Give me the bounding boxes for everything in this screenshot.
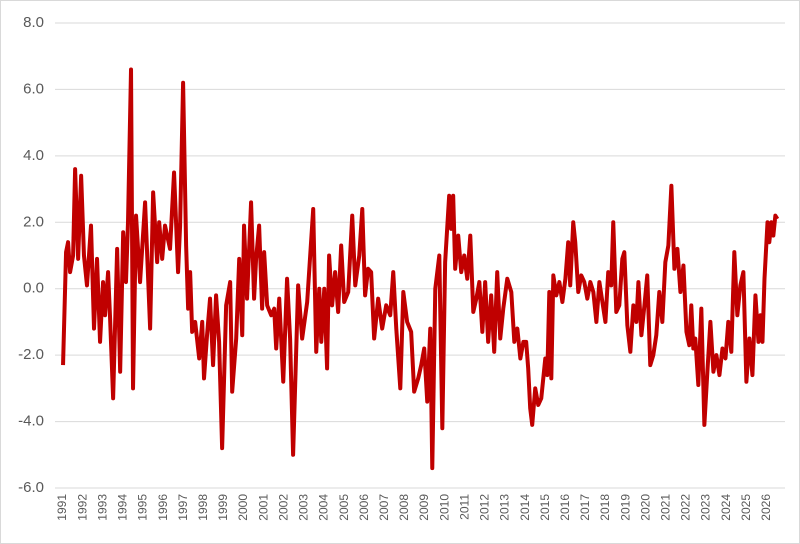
x-tick-label: 2017	[578, 494, 592, 521]
x-tick-label: 2021	[659, 494, 673, 521]
x-tick-label: 2015	[538, 494, 552, 521]
x-tick-label: 1997	[176, 494, 190, 521]
x-tick-label: 2002	[276, 494, 290, 521]
x-tick-label: 2004	[317, 494, 331, 521]
x-tick-label: 2014	[518, 494, 532, 521]
x-tick-label: 2023	[699, 494, 713, 521]
x-tick-label: 2008	[397, 494, 411, 521]
x-tick-label: 2003	[297, 494, 311, 521]
x-tick-label: 1995	[136, 494, 150, 521]
y-tick-label: -2.0	[18, 346, 44, 363]
x-tick-label: 2020	[638, 494, 652, 521]
x-tick-label: 2010	[437, 494, 451, 521]
x-tick-label: 1998	[196, 494, 210, 521]
x-tick-label: 1992	[75, 494, 89, 521]
x-tick-label: 2016	[558, 494, 572, 521]
x-tick-label: 1999	[216, 494, 230, 521]
y-tick-label: -4.0	[18, 413, 44, 430]
y-tick-label: 0.0	[23, 280, 44, 297]
y-tick-label: 6.0	[23, 80, 44, 97]
x-tick-label: 2012	[478, 494, 492, 521]
x-tick-label: 1996	[156, 494, 170, 521]
x-tick-label: 2026	[759, 494, 773, 521]
x-tick-label: 2009	[417, 494, 431, 521]
x-tick-label: 2019	[618, 494, 632, 521]
x-tick-label: 2001	[256, 494, 270, 521]
x-tick-label: 2000	[236, 494, 250, 521]
x-tick-label: 2024	[719, 494, 733, 521]
y-tick-label: 4.0	[23, 147, 44, 164]
x-tick-label: 1991	[55, 494, 69, 521]
y-tick-label: -6.0	[18, 479, 44, 496]
x-tick-label: 2018	[598, 494, 612, 521]
x-tick-label: 2013	[498, 494, 512, 521]
y-tick-label: 2.0	[23, 213, 44, 230]
x-tick-label: 2011	[457, 494, 471, 520]
x-tick-label: 1993	[95, 494, 109, 521]
y-tick-label: 8.0	[23, 14, 44, 31]
x-tick-label: 2006	[357, 494, 371, 521]
x-tick-label: 1994	[116, 494, 130, 521]
x-tick-label: 2022	[679, 494, 693, 521]
x-tick-label: 2007	[377, 494, 391, 521]
data-line	[61, 67, 780, 471]
x-tick-label: 2005	[337, 494, 351, 521]
x-tick-label: 2025	[739, 494, 753, 521]
